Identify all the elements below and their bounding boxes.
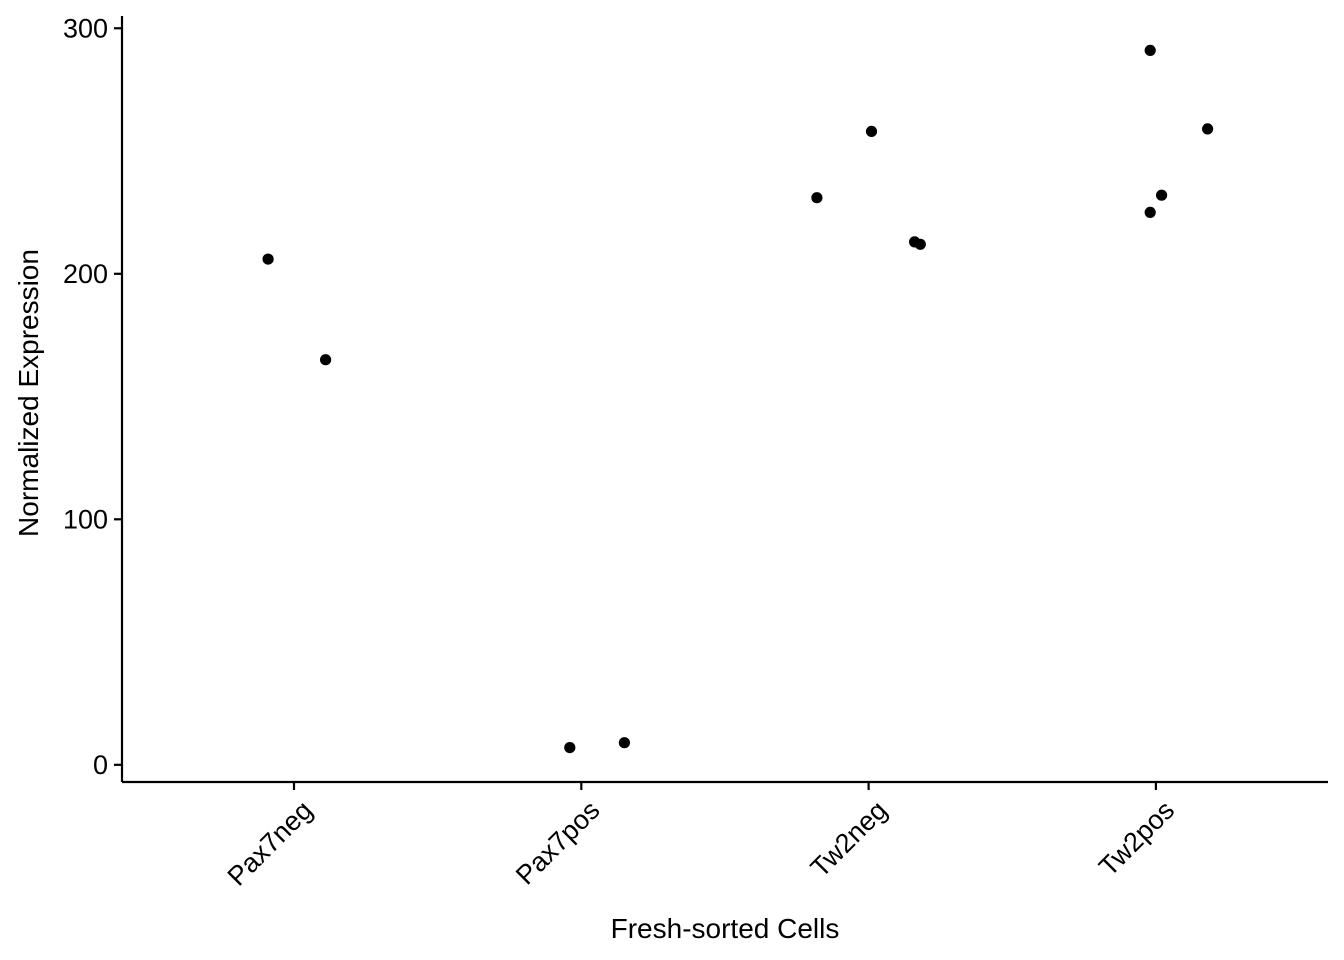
y-tick-label: 100 [63, 504, 108, 534]
y-axis-title: Normalized Expression [13, 249, 44, 537]
x-tick-label: Tw2neg [805, 795, 893, 883]
data-point [865, 125, 878, 137]
y-axis: 0 100 200 300 [63, 13, 124, 782]
data-point [1156, 189, 1168, 201]
y-tick-label: 0 [93, 750, 108, 780]
data-point [262, 253, 274, 265]
data-points [262, 44, 1214, 754]
x-tick-label: Pax7pos [510, 795, 606, 891]
data-point [1144, 44, 1156, 57]
data-point [914, 238, 926, 250]
data-point [618, 737, 631, 749]
data-point [320, 354, 332, 366]
data-point [1202, 123, 1214, 135]
y-tick-label: 200 [63, 259, 108, 289]
x-axis: Pax7neg Pax7pos Tw2neg Tw2pos [122, 780, 1328, 892]
data-point [811, 192, 823, 204]
x-tick-label: Tw2pos [1093, 795, 1180, 882]
x-tick-label: Pax7neg [222, 795, 319, 892]
y-tick-label: 300 [63, 13, 108, 43]
data-point [564, 742, 576, 754]
x-axis-title: Fresh-sorted Cells [611, 913, 840, 944]
data-point [1144, 206, 1156, 218]
